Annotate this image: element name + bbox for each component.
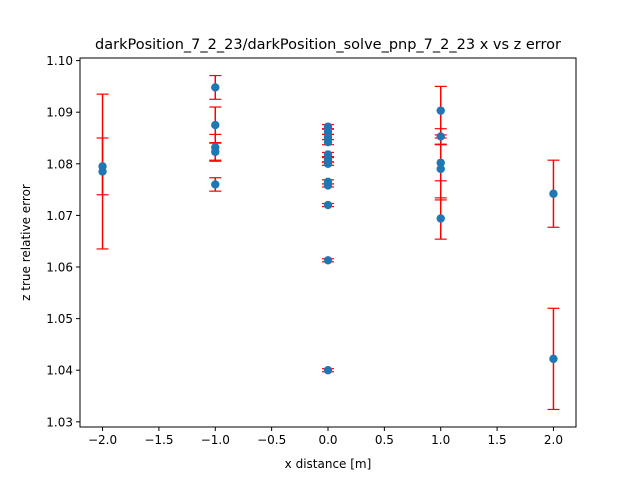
y-axis-ticks: 1.03 1.04 1.05 1.06 1.07 1.08 1.09 1.10 bbox=[46, 54, 80, 429]
data-point bbox=[211, 147, 220, 157]
plot-area bbox=[80, 58, 576, 427]
y-tick-label: 1.08 bbox=[46, 157, 73, 171]
chart-title: darkPosition_7_2_23/darkPosition_solve_p… bbox=[95, 37, 561, 53]
y-tick-label: 1.09 bbox=[46, 106, 73, 120]
x-tick-label: 1.0 bbox=[431, 433, 450, 447]
x-tick-label: 0.0 bbox=[318, 433, 337, 447]
data-point bbox=[436, 214, 445, 223]
data-point bbox=[323, 137, 333, 147]
x-tick-label: 1.5 bbox=[488, 433, 507, 447]
data-point bbox=[323, 366, 333, 375]
data-point bbox=[549, 354, 558, 364]
x-tick-label: −1.5 bbox=[144, 433, 173, 447]
data-point bbox=[323, 256, 333, 265]
x-tick-label: 2.0 bbox=[544, 433, 563, 447]
x-tick-label: −0.5 bbox=[257, 433, 286, 447]
data-point bbox=[323, 181, 333, 190]
data-point bbox=[211, 120, 220, 130]
y-tick-label: 1.06 bbox=[46, 261, 73, 275]
y-tick-label: 1.04 bbox=[46, 364, 73, 378]
points-layer bbox=[98, 83, 558, 375]
data-point bbox=[436, 164, 445, 174]
y-tick-label: 1.05 bbox=[46, 312, 73, 326]
data-point bbox=[98, 167, 107, 176]
data-point bbox=[211, 180, 220, 189]
data-point bbox=[436, 106, 445, 115]
x-tick-label: 0.5 bbox=[375, 433, 394, 447]
data-point bbox=[436, 158, 445, 167]
y-tick-label: 1.03 bbox=[46, 415, 73, 429]
y-tick-label: 1.07 bbox=[46, 209, 73, 223]
y-tick-label: 1.10 bbox=[46, 54, 73, 68]
x-tick-label: −2.0 bbox=[88, 433, 117, 447]
data-point bbox=[549, 189, 558, 198]
data-point bbox=[211, 83, 220, 92]
data-point bbox=[323, 159, 333, 168]
data-point bbox=[323, 200, 333, 210]
x-axis-ticks: −2.0 −1.5 −1.0 −0.5 0.0 0.5 1.0 1.5 2.0 bbox=[88, 427, 563, 447]
data-point bbox=[436, 132, 445, 141]
y-axis-label: z true relative error bbox=[19, 184, 33, 301]
x-tick-label: −1.0 bbox=[201, 433, 230, 447]
x-axis-label: x distance [m] bbox=[285, 457, 372, 471]
